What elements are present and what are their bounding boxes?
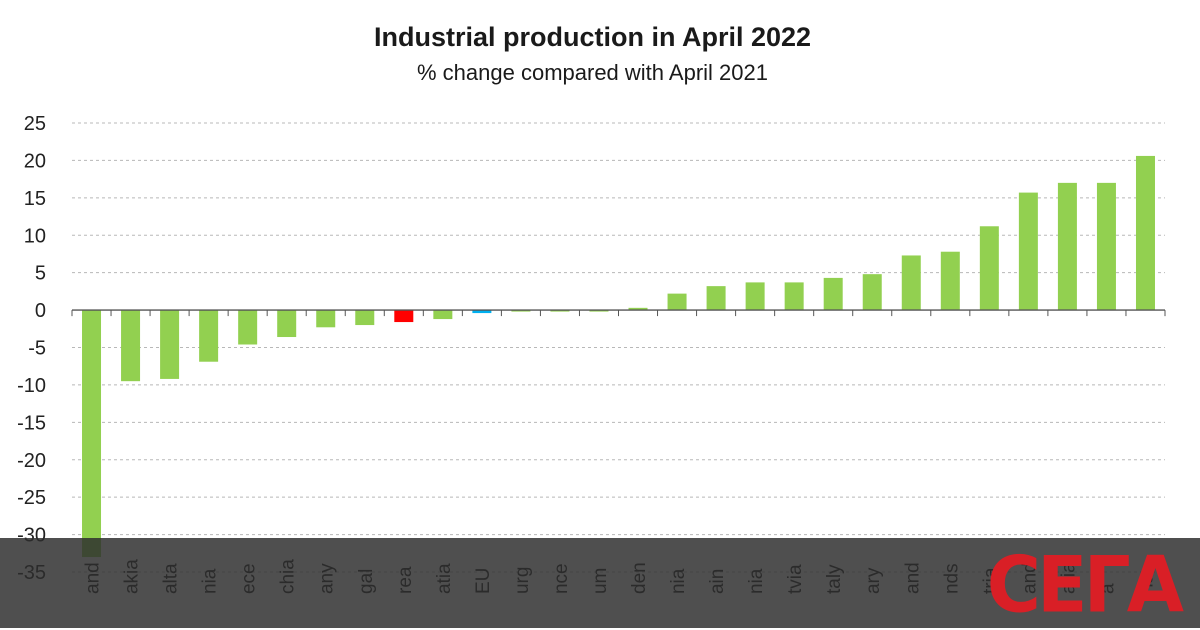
bar: [82, 310, 102, 558]
bar: [901, 255, 921, 311]
bar: [706, 286, 726, 311]
bar: [784, 282, 804, 311]
y-tick-label: 25: [24, 113, 46, 135]
bar: [589, 310, 609, 312]
bar: [628, 307, 648, 311]
bar: [940, 251, 960, 311]
bar: [979, 226, 999, 311]
y-tick-label: -15: [17, 412, 46, 434]
y-tick-label: 10: [24, 225, 46, 247]
bar: [667, 293, 687, 311]
y-tick-label: 5: [35, 263, 46, 285]
bar: [316, 310, 336, 328]
bar: [511, 310, 531, 312]
y-tick-label: 20: [24, 150, 46, 172]
y-tick-label: 0: [35, 300, 46, 322]
footer-overlay: [0, 538, 1200, 628]
bar: [394, 310, 414, 323]
y-tick-label: -10: [17, 375, 46, 397]
bar: [121, 310, 141, 382]
y-tick-label: -25: [17, 487, 46, 509]
bar: [745, 282, 765, 311]
bar: [1135, 155, 1155, 311]
y-tick-label: 15: [24, 188, 46, 210]
bar: [1057, 182, 1077, 311]
bar: [1096, 182, 1116, 311]
bar: [862, 274, 882, 311]
chart-title: Industrial production in April 2022: [373, 22, 812, 52]
bar: [823, 277, 843, 311]
y-tick-label: -20: [17, 450, 46, 472]
y-tick-label: -5: [28, 338, 46, 360]
chart-subtitle: % change compared with April 2021: [417, 60, 768, 85]
brand-logo: СЕГА: [986, 539, 1184, 630]
bar: [238, 310, 258, 345]
bar: [1018, 192, 1038, 311]
bar: [472, 310, 492, 314]
bar: [199, 310, 219, 362]
bar: [160, 310, 180, 379]
bar: [550, 310, 570, 312]
bar: [433, 310, 453, 320]
bar: [355, 310, 375, 326]
bar: [277, 310, 297, 338]
